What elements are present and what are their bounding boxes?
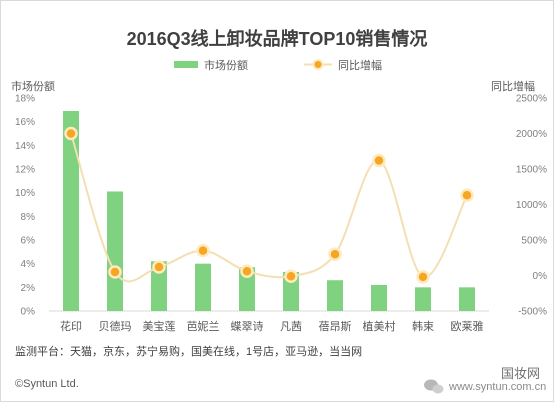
x-tick-label: 蓓昂斯 xyxy=(319,320,352,333)
y-tick-label: 6% xyxy=(21,236,36,247)
x-axis-labels: 花印 贝德玛 美宝莲 芭妮兰 蝶翠诗 凡茜 蓓昂斯 植美村 韩束 欧莱雅 xyxy=(60,319,484,333)
bar xyxy=(371,284,387,311)
y-tick-label: 4% xyxy=(21,259,36,270)
x-tick-label: 欧莱雅 xyxy=(451,319,484,333)
x-tick-label: 韩束 xyxy=(412,319,434,333)
wechat-icon xyxy=(424,379,444,394)
source-note: 监测平台：天猫，京东，苏宁易购，国美在线，1号店，亚马逊，当当网 xyxy=(15,344,362,358)
y-tick-label: 14% xyxy=(15,141,35,152)
y2-tick-label: 1500% xyxy=(516,165,547,176)
copyright: ©Syntun Ltd. xyxy=(15,378,79,390)
legend: 市场份额 同比增幅 xyxy=(174,58,382,72)
y2-axis-title: 同比增幅 xyxy=(491,79,535,93)
y-tick-label: 12% xyxy=(15,165,35,176)
bar xyxy=(195,263,211,311)
watermark: www.syntun.com.cn 国妆网 xyxy=(424,366,546,394)
x-tick-label: 美宝莲 xyxy=(143,319,176,333)
bar xyxy=(63,111,79,312)
growth-point xyxy=(284,269,298,283)
y2-tick-label: 1000% xyxy=(516,200,547,211)
growth-point xyxy=(372,153,386,168)
x-tick-label: 植美村 xyxy=(363,319,396,333)
x-tick-label: 凡茜 xyxy=(280,320,302,333)
bar xyxy=(283,271,299,311)
legend-marker-swatch xyxy=(312,59,324,70)
x-tick-label: 芭妮兰 xyxy=(187,319,220,333)
chart-title: 2016Q3线上卸妆品牌TOP10销售情况 xyxy=(127,28,428,49)
legend-swatch-bar xyxy=(174,61,198,68)
y2-axis-ticks: -500% 0% 500% 1000% 1500% 2000% 2500% xyxy=(516,94,547,318)
x-tick-label: 贝德玛 xyxy=(99,319,132,333)
x-tick-label: 花印 xyxy=(60,320,82,333)
y-tick-label: 16% xyxy=(15,117,35,128)
growth-point xyxy=(152,260,166,274)
y-axis-ticks: 0% 2% 4% 6% 8% 10% 12% 14% 16% 18% xyxy=(15,94,35,318)
bar xyxy=(239,267,255,311)
growth-point xyxy=(416,270,430,284)
watermark-url: www.syntun.com.cn xyxy=(448,381,546,393)
growth-point xyxy=(328,247,342,261)
growth-point xyxy=(460,188,474,203)
y-tick-label: 18% xyxy=(15,94,35,105)
watermark-name: 国妆网 xyxy=(501,366,540,381)
bar xyxy=(459,287,475,311)
legend-label-bar: 市场份额 xyxy=(204,58,248,72)
growth-point xyxy=(108,265,122,279)
growth-line xyxy=(70,133,468,283)
bar xyxy=(107,191,123,311)
y-tick-label: 2% xyxy=(21,283,36,294)
bar xyxy=(327,280,343,311)
bar xyxy=(415,287,431,311)
growth-point xyxy=(196,243,210,258)
line-series xyxy=(64,126,474,284)
y-axis-title: 市场份额 xyxy=(11,79,55,93)
y2-tick-label: 0% xyxy=(533,271,548,282)
y-tick-label: 10% xyxy=(15,188,35,199)
growth-point xyxy=(64,126,78,141)
y-tick-label: 0% xyxy=(21,307,36,318)
y2-tick-label: -500% xyxy=(518,307,547,318)
y2-tick-label: 2500% xyxy=(516,94,547,105)
y2-tick-label: 500% xyxy=(521,236,547,247)
bar xyxy=(151,261,167,311)
y-tick-label: 8% xyxy=(21,212,36,223)
growth-point xyxy=(240,264,254,278)
legend-label-line: 同比增幅 xyxy=(338,58,382,72)
bar-series xyxy=(63,111,475,312)
x-tick-label: 蝶翠诗 xyxy=(231,319,264,333)
y2-tick-label: 2000% xyxy=(516,129,547,140)
